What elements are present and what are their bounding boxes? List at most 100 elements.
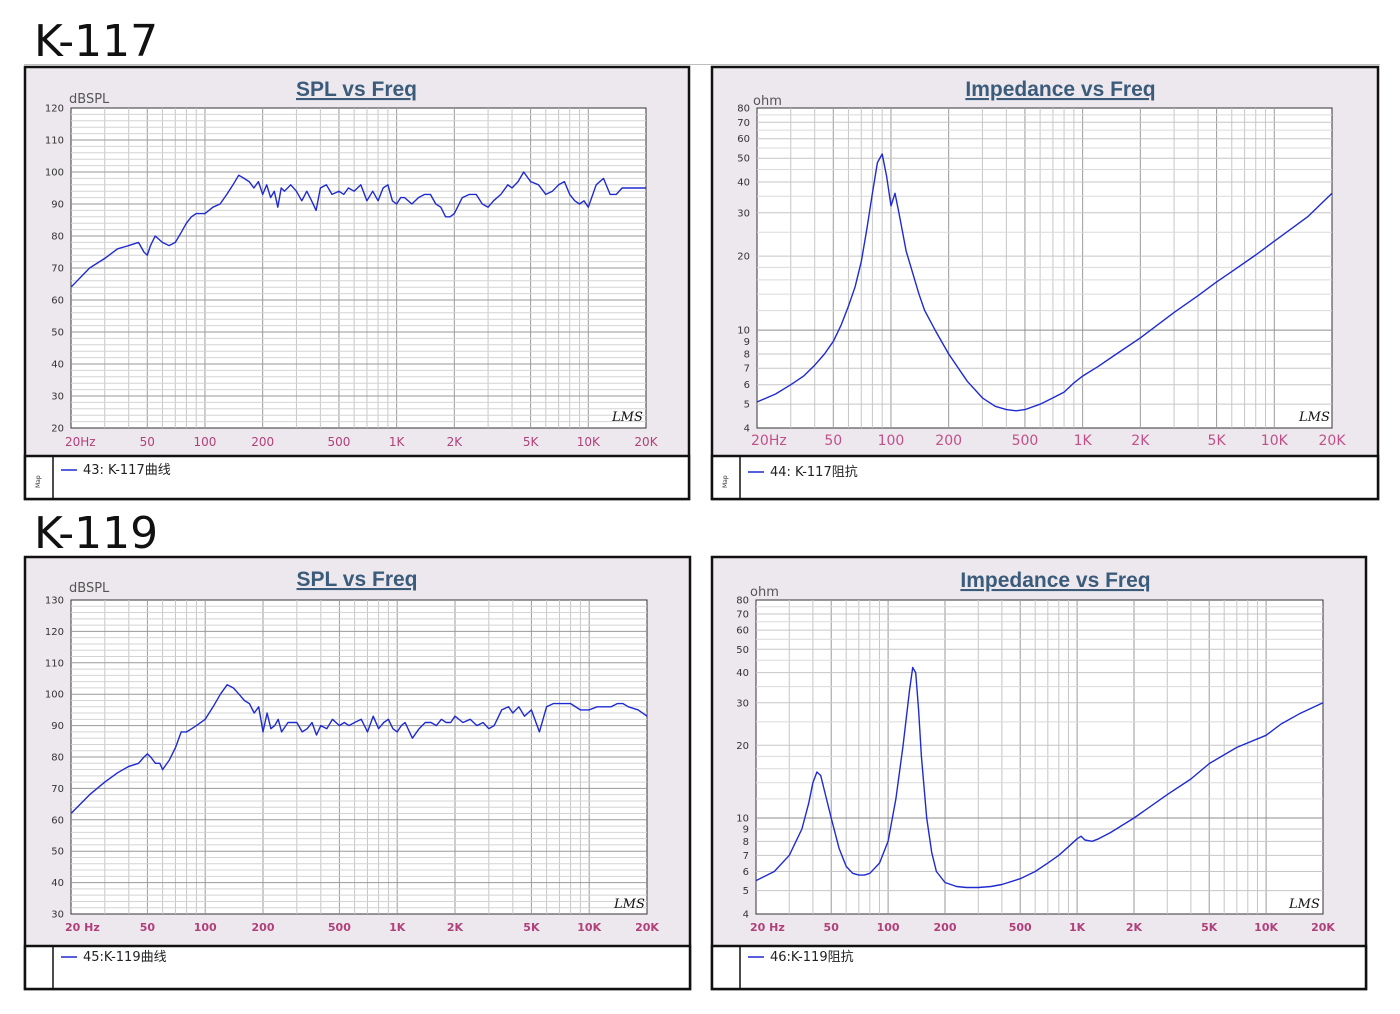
x-tick-label: 20 Hz	[750, 921, 785, 934]
legend-label: 45:K-119曲线	[83, 950, 167, 965]
x-tick-label: 5K	[523, 921, 540, 934]
x-tick-label: 20K	[634, 435, 658, 449]
y-tick-label: 50	[736, 645, 749, 656]
lms-watermark: LMS	[611, 410, 643, 425]
y-tick-label: 6	[744, 380, 750, 391]
x-tick-label: 5K	[1201, 921, 1218, 934]
y-axis-unit: ohm	[753, 94, 782, 109]
x-tick-label: 1K	[1069, 921, 1086, 934]
y-tick-label: 40	[51, 360, 64, 371]
x-tick-label: 20K	[1311, 921, 1335, 934]
legend-box	[23, 944, 692, 991]
section-title-k119: K-119	[34, 508, 159, 559]
x-tick-label: 10K	[1254, 921, 1278, 934]
x-tick-label: 500	[1012, 433, 1039, 449]
y-tick-label: 40	[737, 178, 750, 189]
y-tick-label: 50	[51, 328, 64, 339]
y-axis-unit: dBSPL	[69, 92, 110, 107]
y-tick-label: 90	[51, 200, 64, 211]
y-tick-label: 70	[737, 118, 750, 129]
x-tick-label: 200	[252, 921, 275, 934]
legend-label: 44: K-117阻抗	[770, 465, 858, 480]
y-tick-label: 5	[743, 886, 749, 897]
x-tick-label: 50	[140, 921, 156, 934]
y-tick-label: 70	[51, 264, 64, 275]
y-tick-label: 80	[736, 596, 749, 607]
y-tick-label: 7	[743, 851, 749, 862]
y-tick-label: 20	[737, 252, 750, 263]
series-line	[755, 666, 1324, 889]
series-line	[756, 153, 1333, 412]
x-tick-label: 2K	[1131, 433, 1150, 449]
y-tick-label: 30	[736, 698, 749, 709]
y-tick-label: 80	[51, 232, 64, 243]
y-tick-label: 50	[51, 847, 64, 858]
plot-area	[756, 107, 1333, 429]
x-tick-label: 10K	[1261, 433, 1289, 449]
x-tick-label: 5K	[523, 435, 540, 449]
x-tick-label: 2K	[447, 921, 464, 934]
x-tick-label: 20K	[1319, 433, 1347, 449]
grid	[71, 108, 646, 428]
x-tick-label: 200	[934, 921, 957, 934]
divider	[24, 64, 1380, 65]
y-tick-label: 70	[736, 609, 749, 620]
spl-chart-k119: SPL vs Freq dBSPL 30 40 50 60 70 80 90 100 110 120 1…	[23, 555, 692, 991]
x-tick-label: 100	[877, 921, 900, 934]
y-axis-unit: ohm	[750, 585, 779, 600]
y-tick-label: 80	[51, 753, 64, 764]
y-tick-label: 60	[51, 815, 64, 826]
y-tick-label: 120	[45, 627, 64, 638]
y-tick-label: 130	[45, 596, 64, 607]
y-tick-label: 90	[51, 721, 64, 732]
x-tick-label: 1K	[1074, 433, 1093, 449]
y-tick-label: 7	[744, 364, 750, 375]
chart-title: SPL vs Freq	[296, 78, 417, 101]
x-tick-label: 100	[194, 921, 217, 934]
plot-area	[755, 599, 1324, 915]
legend-label: 43: K-117曲线	[83, 463, 171, 478]
lms-watermark: LMS	[1298, 410, 1330, 425]
y-tick-label: 8	[743, 837, 749, 848]
y-tick-label: 4	[743, 910, 749, 921]
x-tick-label: 50	[824, 433, 842, 449]
y-axis-unit: dBSPL	[69, 581, 110, 596]
y-tick-label: 50	[737, 154, 750, 165]
y-tick-label: 80	[737, 104, 750, 115]
x-tick-label: 500	[1009, 921, 1032, 934]
lms-watermark: LMS	[1288, 897, 1320, 912]
y-tick-label: 6	[743, 867, 749, 878]
y-tick-label: 40	[736, 668, 749, 679]
y-tick-label: 4	[744, 424, 750, 435]
y-tick-label: 100	[45, 168, 64, 179]
x-tick-label: 20K	[635, 921, 659, 934]
y-tick-label: 8	[744, 349, 750, 360]
grid	[756, 600, 1323, 914]
series-line	[70, 684, 648, 814]
map-label: Map	[722, 475, 729, 488]
legend-box	[23, 454, 691, 501]
y-tick-label: 9	[744, 337, 750, 348]
y-tick-label: 70	[51, 784, 64, 795]
x-tick-label: 100	[194, 435, 217, 449]
x-tick-label: 50	[140, 435, 155, 449]
y-tick-label: 110	[45, 658, 64, 669]
lms-watermark: LMS	[613, 897, 645, 912]
x-tick-label: 100	[878, 433, 905, 449]
x-tick-label: 20Hz	[65, 435, 96, 449]
y-tick-label: 120	[45, 104, 64, 115]
x-tick-label: 5K	[1208, 433, 1227, 449]
y-tick-label: 10	[736, 813, 749, 824]
legend-box	[710, 944, 1368, 991]
y-tick-label: 40	[51, 878, 64, 889]
y-tick-label: 30	[51, 392, 64, 403]
x-tick-label: 200	[935, 433, 962, 449]
y-tick-label: 100	[45, 690, 64, 701]
x-tick-label: 50	[824, 921, 840, 934]
series-line	[70, 171, 646, 288]
x-tick-label: 10K	[577, 435, 601, 449]
y-tick-label: 5	[744, 400, 750, 411]
y-tick-label: 20	[51, 424, 64, 435]
x-tick-label: 500	[327, 435, 350, 449]
